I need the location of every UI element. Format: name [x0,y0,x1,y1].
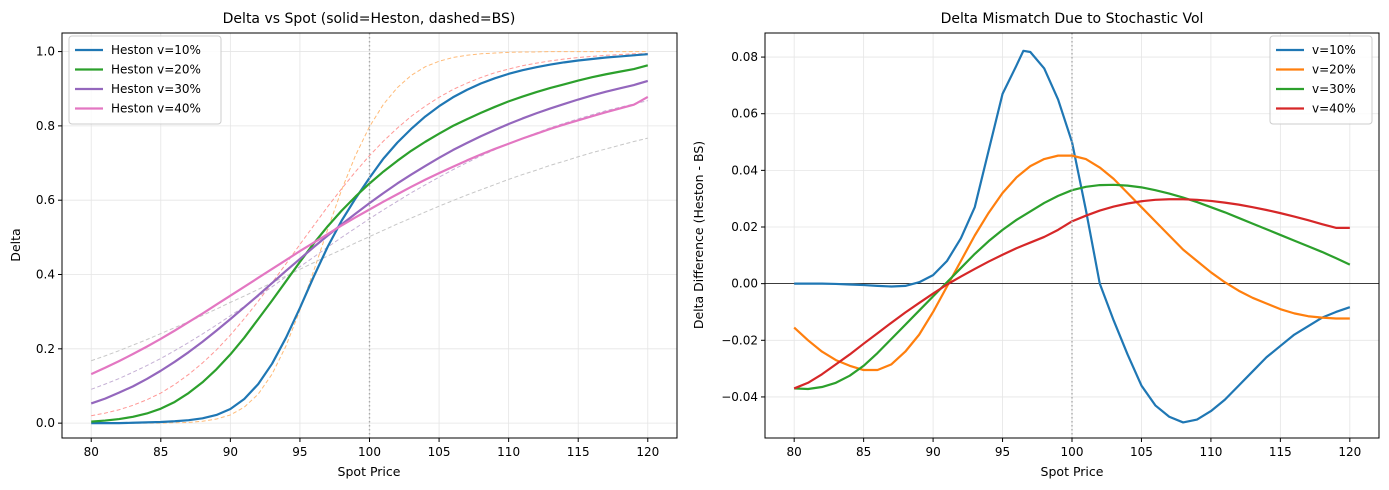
y-tick-label: 0.08 [731,50,758,64]
x-axis-label: Spot Price [338,464,401,479]
x-tick-label: 95 [292,445,307,459]
x-tick-label: 80 [787,445,802,459]
series-line-v-40 [793,198,1350,390]
series-line-bs-v-10 [91,51,648,424]
legend-label: Heston v=10% [111,43,201,57]
legend-label: v=30% [1312,82,1356,96]
x-tick-label: 100 [358,445,381,459]
legend-label: Heston v=30% [111,82,201,96]
legend-box [68,35,222,125]
x-tick-label: 105 [428,445,451,459]
legend-label: v=40% [1312,102,1356,116]
legend-box [1269,35,1373,125]
legend-label: v=20% [1312,63,1356,77]
series-line-v-10 [794,49,1351,424]
delta-vs-spot-chart: Delta vs Spot (solid=Heston, dashed=BS) … [8,11,678,479]
y-tick-label: 0.4 [36,268,55,282]
y-tick-label: −0.02 [721,333,758,347]
x-tick-label: 100 [1061,445,1084,459]
x-tick-label: 85 [856,445,871,459]
x-tick-label: 85 [153,445,168,459]
legend-label: v=10% [1312,43,1356,57]
chart-title: Delta Mismatch Due to Stochastic Vol [941,11,1204,27]
series-line-heston-v-30 [90,79,649,405]
y-tick-label: −0.04 [721,390,758,404]
y-tick-label: 0.02 [731,220,758,234]
delta-mismatch-chart: Delta Mismatch Due to Stochastic Vol Spo… [691,11,1380,479]
x-tick-label: 115 [1269,445,1292,459]
x-tick-label: 80 [84,445,99,459]
x-tick-label: 120 [1338,445,1361,459]
legend-label: Heston v=20% [111,63,201,77]
y-tick-label: 0.2 [36,342,55,356]
x-axis-label: Spot Price [1041,464,1104,479]
x-tick-label: 105 [1130,445,1153,459]
y-tick-label: 0.06 [731,107,758,121]
y-axis-label: Delta Difference (Heston - BS) [691,141,706,329]
x-tick-label: 120 [636,445,659,459]
series-line-v-20 [793,154,1350,372]
x-tick-label: 95 [995,445,1010,459]
legend: v=10% v=20% v=30% v=40% [1269,35,1373,125]
x-tick-label: 90 [223,445,238,459]
y-tick-label: 0.6 [36,193,55,207]
series-line-heston-v-20 [91,64,649,423]
series-line-bs-v-20 [91,52,648,417]
legend: Heston v=10% Heston v=20% Heston v=30% Hest… [68,35,222,125]
y-tick-label: 0.8 [36,119,55,133]
x-tick-label: 110 [497,445,520,459]
series-line-v-30 [794,183,1351,391]
y-tick-label: 0.0 [36,416,55,430]
y-axis-label: Delta [8,228,23,261]
y-tick-label: 1.0 [36,45,55,59]
y-tick-label: 0.00 [731,277,758,291]
grid [62,33,677,438]
series-lines [793,49,1351,424]
x-tick-label: 110 [1199,445,1222,459]
chart-title: Delta vs Spot (solid=Heston, dashed=BS) [223,11,516,27]
y-tick-label: 0.04 [731,163,758,177]
x-tick-label: 90 [925,445,940,459]
legend-label: Heston v=40% [111,102,201,116]
x-tick-label: 115 [567,445,590,459]
